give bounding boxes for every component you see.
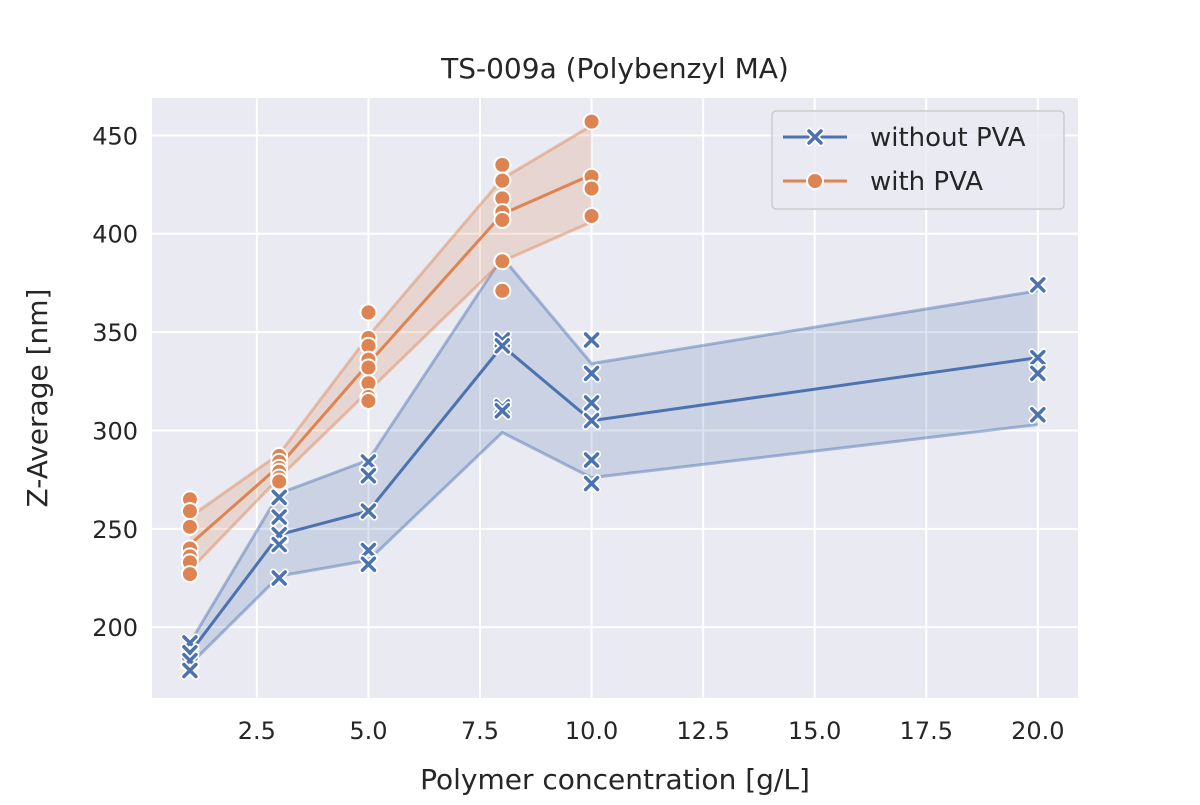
ci-upper-edge-without-pva (188, 254, 1039, 644)
y-tick-label: 350 (92, 319, 138, 347)
data-point-without-pva (358, 540, 378, 560)
x-tick-label: 10.0 (565, 717, 618, 745)
data-point-without-pva (269, 507, 289, 527)
data-point-without-pva (582, 393, 602, 413)
data-point-without-pva (180, 660, 200, 680)
data-point-with-pva (582, 207, 601, 226)
x-marker (494, 338, 511, 354)
x-marker (271, 536, 287, 553)
x-marker (360, 467, 377, 484)
x-marker (1030, 277, 1046, 293)
x-marker (583, 365, 600, 382)
data-point-with-pva (180, 517, 199, 536)
x-marker (583, 412, 600, 429)
x-marker (1030, 365, 1046, 382)
data-point-without-pva (358, 501, 378, 521)
legend-label-without-pva: without PVA (870, 123, 1026, 153)
legend-entry-without-pva: without PVA (783, 123, 1026, 153)
x-marker (1030, 406, 1046, 423)
data-point-without-pva (358, 466, 378, 486)
x-tick-label: 12.5 (676, 717, 729, 745)
data-point-without-pva (582, 450, 602, 470)
tick-labels: 2.5 5.0 7.5 10.0 12.5 15.0 17.5 20.0 200 250 300 35… (92, 122, 1064, 745)
chart-title: TS-009a (Polybenzyl MA) (440, 52, 789, 85)
y-tick-label: 450 (92, 122, 138, 150)
data-point-without-pva (492, 336, 512, 356)
data-point-without-pva (582, 330, 602, 350)
data-point-without-pva (492, 401, 512, 421)
data-point-with-pva (582, 179, 601, 198)
y-tick-label: 200 (92, 614, 138, 642)
legend-x-marker-icon-core (807, 129, 823, 145)
x-marker (360, 556, 377, 572)
data-point-with-pva (493, 171, 512, 190)
data-point-without-pva (269, 487, 289, 507)
mean-line-without-pva (188, 344, 1039, 654)
x-marker (583, 475, 600, 492)
data-point-with-pva (582, 112, 601, 131)
data-point-with-pva (493, 155, 512, 174)
ci-lower-edge-without-pva (188, 423, 1039, 666)
x-marker (271, 509, 287, 525)
data-point-without-pva (1028, 363, 1048, 383)
data-point-without-pva (582, 363, 602, 383)
legend-entry-with-pva: with PVA (783, 167, 983, 197)
ci-band-with-pva (189, 125, 592, 571)
data-point-without-pva (582, 474, 602, 494)
legend: without PVA with PVA (771, 110, 1065, 210)
x-marker (583, 452, 600, 468)
x-marker (583, 395, 600, 411)
x-tick-label: 17.5 (900, 717, 953, 745)
x-tick-label: 20.0 (1011, 717, 1064, 745)
data-point-with-pva (270, 472, 289, 491)
x-marker (1030, 349, 1046, 366)
x-marker (182, 662, 198, 679)
data-point-without-pva (358, 554, 378, 574)
confidence-bands (188, 124, 1039, 666)
data-point-without-pva (582, 411, 602, 431)
x-marker (271, 489, 287, 506)
data-point-without-pva (1028, 348, 1048, 368)
data-point-with-pva (180, 502, 199, 521)
data-point-with-pva (493, 252, 512, 271)
x-tick-label: 2.5 (238, 717, 276, 745)
y-tick-label: 400 (92, 221, 138, 249)
data-point-with-pva (493, 210, 512, 229)
ci-band-without-pva (189, 257, 1038, 665)
legend-circle-marker-icon (806, 172, 824, 190)
data-point-with-pva (493, 281, 512, 300)
x-marker (494, 403, 511, 419)
x-tick-label: 7.5 (461, 717, 499, 745)
y-tick-label: 250 (92, 516, 138, 544)
x-tick-label: 5.0 (349, 717, 387, 745)
data-point-with-pva (359, 358, 378, 377)
x-marker (583, 332, 600, 348)
x-marker (271, 570, 287, 586)
data-point-with-pva (359, 391, 378, 410)
data-points (180, 112, 1048, 680)
x-marker (360, 454, 377, 470)
x-marker (360, 503, 377, 519)
x-tick-label: 15.0 (788, 717, 841, 745)
x-axis-label: Polymer concentration [g/L] (420, 763, 810, 796)
legend-label-with-pva: with PVA (870, 167, 983, 197)
y-tick-label: 300 (92, 417, 138, 445)
data-point-without-pva (269, 568, 289, 588)
data-point-without-pva (1028, 275, 1048, 295)
data-point-without-pva (358, 452, 378, 472)
data-point-without-pva (1028, 405, 1048, 425)
data-point-without-pva (269, 535, 289, 555)
x-marker (360, 542, 377, 559)
y-axis-label: Z-Average [nm] (21, 289, 54, 508)
data-point-with-pva (359, 303, 378, 322)
data-point-with-pva (180, 565, 199, 584)
